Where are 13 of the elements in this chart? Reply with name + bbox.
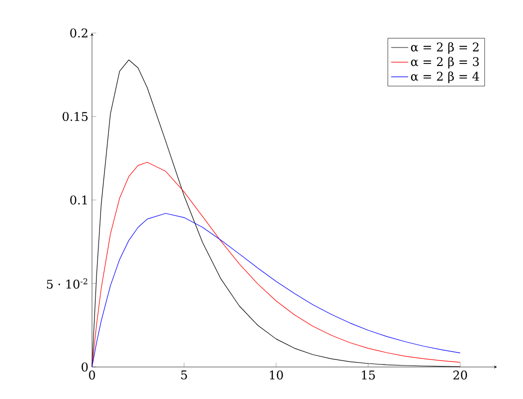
y-tick-label: 0.1 (70, 195, 87, 205)
legend-label: α = 2 β = 3 (411, 56, 479, 68)
y-tick-label: 0.2 (70, 28, 88, 38)
x-tick-label: 15 (362, 370, 375, 380)
legend-label: α = 2 β = 2 (411, 42, 478, 54)
x-tick-label: 5 (181, 370, 187, 380)
x-tick-label: 0 (88, 370, 96, 380)
x-tick-label: 10 (270, 370, 283, 380)
legend-label: α = 2 β = 4 (411, 71, 480, 84)
y-tick-label: 5 · 10$^{-2}$ (47, 278, 88, 289)
y-tick-label: 0 (82, 362, 88, 372)
y-tick-label: 0.15 (62, 112, 88, 122)
x-tick-label: 20 (453, 370, 467, 380)
